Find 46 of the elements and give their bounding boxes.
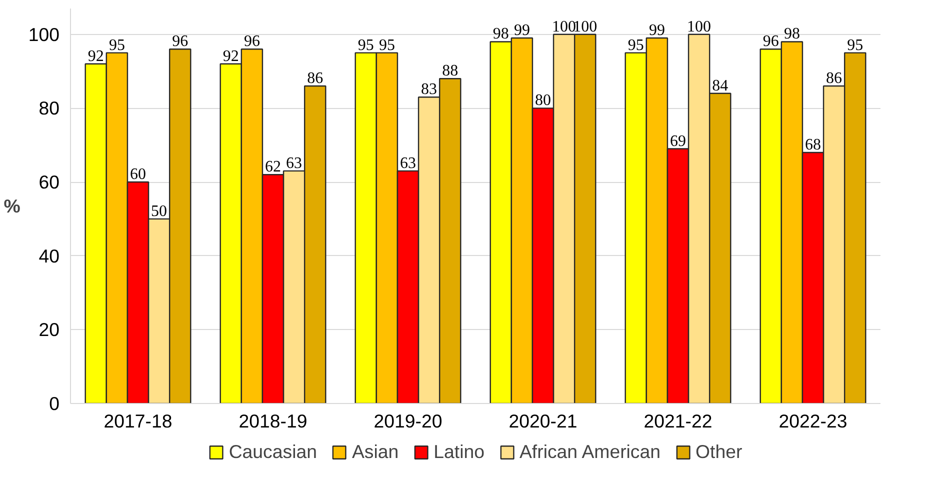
data-label: 83 — [421, 81, 438, 98]
data-label: 95 — [847, 36, 864, 54]
data-label: 100 — [687, 18, 712, 36]
x-tick-label: 2019-20 — [374, 410, 442, 432]
data-label: 63 — [400, 154, 416, 172]
legend-label: Caucasian — [228, 441, 317, 463]
data-label: 84 — [712, 77, 728, 94]
data-label: 60 — [130, 166, 146, 184]
y-tick-label: 60 — [38, 172, 60, 193]
data-label: 96 — [762, 33, 779, 50]
data-label: 96 — [244, 33, 260, 50]
y-tick-label: 40 — [38, 245, 60, 266]
legend-label: Other — [696, 441, 742, 463]
data-label: 96 — [172, 33, 188, 50]
x-tick-label: 2018-19 — [238, 410, 308, 432]
x-tick-label: 2020-21 — [508, 410, 578, 432]
data-label: 62 — [265, 158, 281, 176]
data-label: 95 — [628, 36, 644, 54]
data-label: 95 — [378, 36, 395, 54]
data-label: 99 — [514, 22, 530, 40]
data-label: 99 — [648, 22, 665, 40]
data-label: 68 — [805, 136, 821, 154]
x-tick-label: 2017-18 — [104, 410, 172, 432]
data-label: 92 — [222, 48, 239, 65]
data-label: 92 — [88, 48, 104, 65]
y-tick-label: 0 — [49, 393, 60, 414]
data-label: 98 — [784, 26, 800, 43]
data-label: 80 — [535, 92, 551, 110]
legend-label: Latino — [434, 441, 484, 463]
y-tick-label: 80 — [38, 98, 60, 119]
data-label: 95 — [108, 36, 125, 54]
x-tick-label: 2022-23 — [778, 410, 848, 432]
data-label: 86 — [307, 70, 324, 88]
x-tick-label: 2021-22 — [644, 410, 712, 432]
data-label: 50 — [151, 202, 168, 220]
data-label: 88 — [442, 62, 458, 80]
data-label: 63 — [286, 154, 302, 172]
y-axis-title: % — [4, 196, 21, 216]
legend-label: African American — [519, 441, 661, 463]
data-label: 95 — [358, 36, 374, 54]
data-label: 69 — [670, 132, 686, 150]
y-tick-label: 100 — [28, 24, 60, 45]
data-label: 86 — [826, 70, 842, 88]
legend-label: Asian — [352, 441, 399, 463]
y-tick-label: 20 — [38, 319, 60, 340]
data-label: 98 — [492, 26, 509, 43]
